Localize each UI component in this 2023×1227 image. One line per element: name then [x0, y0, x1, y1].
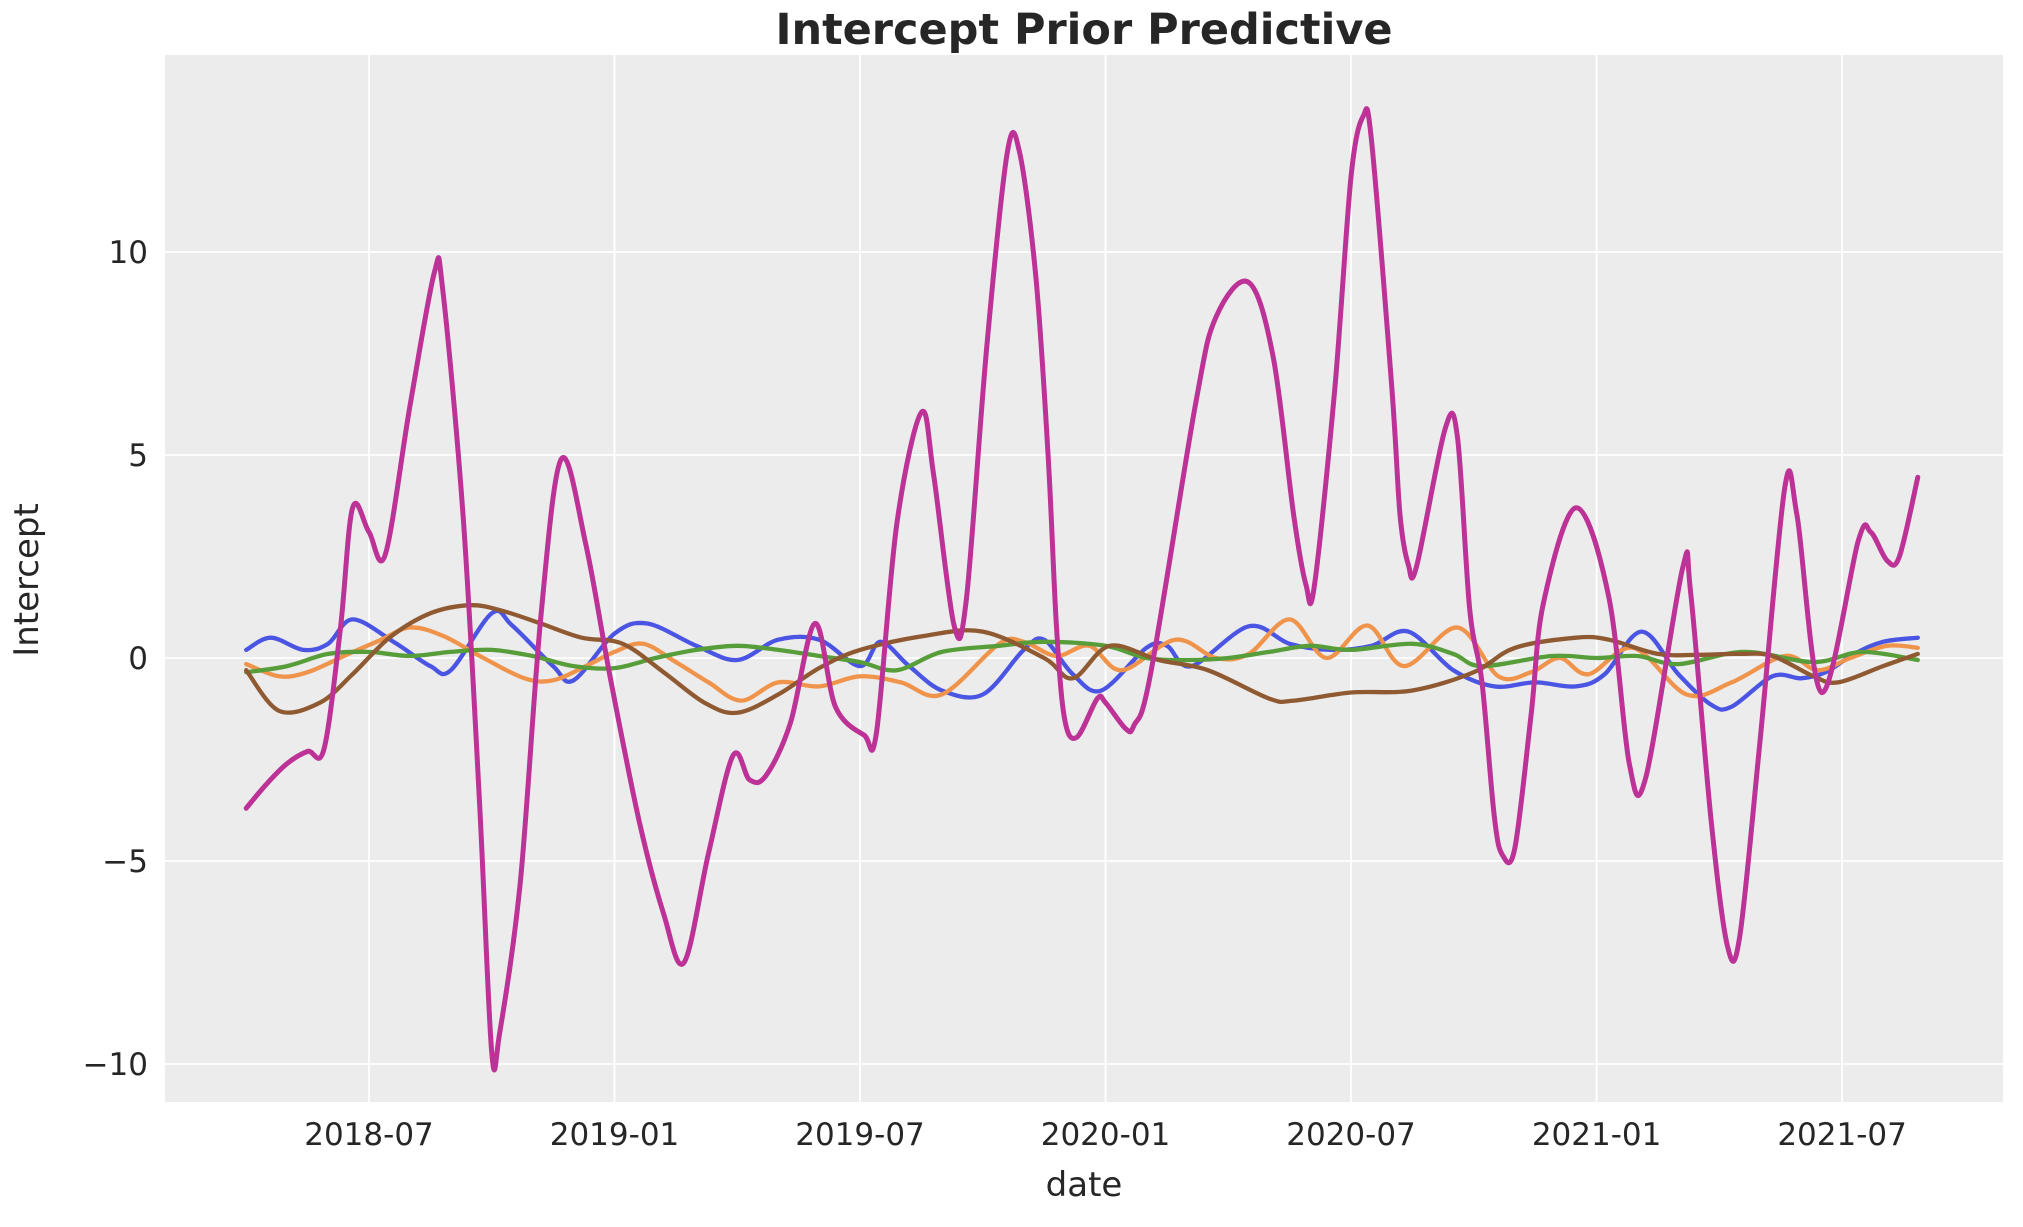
y-tick-label: 10	[109, 235, 148, 271]
page-title: Intercept Prior Predictive	[775, 5, 1392, 55]
x-tick-label: 2020-07	[1286, 1117, 1416, 1153]
x-tick-label: 2020-01	[1041, 1117, 1171, 1153]
x-tick-label: 2021-01	[1532, 1117, 1662, 1153]
y-tick-label: 0	[128, 641, 148, 677]
y-tick-labels: 10 5 0 −5 −10	[83, 235, 148, 1083]
x-tick-label: 2018-07	[304, 1117, 434, 1153]
y-tick-label: 5	[128, 438, 148, 474]
y-tick-label: −10	[83, 1047, 148, 1083]
y-tick-label: −5	[102, 844, 148, 880]
gridlines	[165, 55, 2003, 1102]
x-axis-label: date	[1046, 1165, 1123, 1205]
series-lines	[243, 106, 1921, 1073]
x-tick-label: 2019-01	[550, 1117, 680, 1153]
series-line-2	[244, 617, 1920, 703]
plot-area	[165, 55, 2003, 1102]
series-line-3	[244, 639, 1920, 675]
x-tick-label: 2019-07	[795, 1117, 925, 1153]
x-tick-labels: 2018-07 2019-01 2019-07 2020-01 2020-07 2021-…	[304, 1117, 1907, 1153]
series-line-5	[243, 106, 1921, 1073]
y-axis-label: Intercept	[7, 503, 47, 657]
x-tick-label: 2021-07	[1777, 1117, 1907, 1153]
